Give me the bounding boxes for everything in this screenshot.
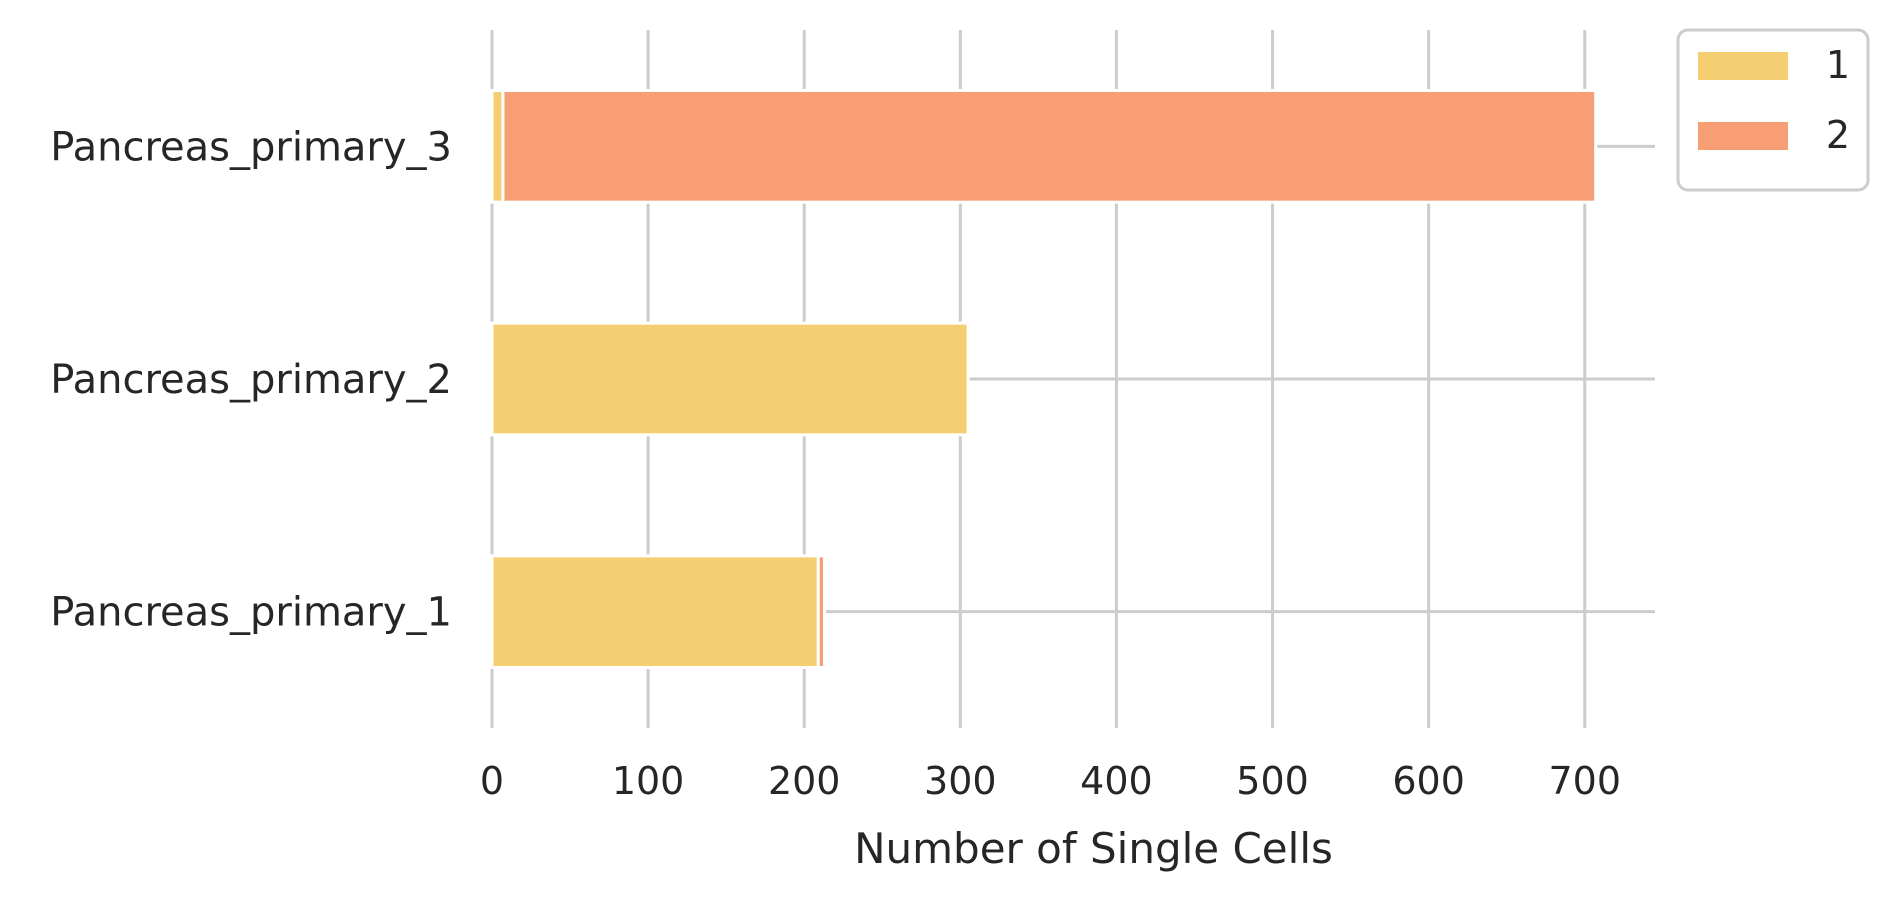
- category-label: Pancreas_primary_1: [50, 590, 452, 636]
- legend-items: 12: [1698, 43, 1850, 157]
- x-tick-label: 300: [924, 759, 997, 803]
- category-label: Pancreas_primary_3: [50, 124, 452, 170]
- legend-label: 1: [1826, 43, 1850, 87]
- x-axis-label: Number of Single Cells: [854, 824, 1333, 873]
- x-tick-label: 500: [1236, 759, 1309, 803]
- x-tick-label: 700: [1548, 759, 1621, 803]
- x-tick-label: 400: [1080, 759, 1153, 803]
- legend: 12: [1676, 28, 1870, 192]
- category-labels: Pancreas_primary_1 Pancreas_primary_2 Panc…: [50, 124, 452, 635]
- x-tick-label: 100: [612, 759, 685, 803]
- x-tick-label: 0: [480, 759, 504, 803]
- legend-swatch: [1698, 122, 1788, 150]
- bar-segment-series-2: [501, 88, 1598, 204]
- legend-label: 2: [1826, 113, 1850, 157]
- bar-segment-series-1: [490, 554, 820, 670]
- bars: [490, 88, 1598, 670]
- bar-segment-series-1: [490, 88, 505, 204]
- bar-segment-series-2: [816, 554, 827, 670]
- bar-segment-series-1: [490, 321, 970, 437]
- x-tick-label: 200: [768, 759, 841, 803]
- legend-swatch: [1698, 52, 1788, 80]
- x-tick-label: 600: [1392, 759, 1465, 803]
- x-tick-labels: 0 100 200 300 400 500 600 700: [480, 759, 1621, 803]
- category-label: Pancreas_primary_2: [50, 357, 452, 403]
